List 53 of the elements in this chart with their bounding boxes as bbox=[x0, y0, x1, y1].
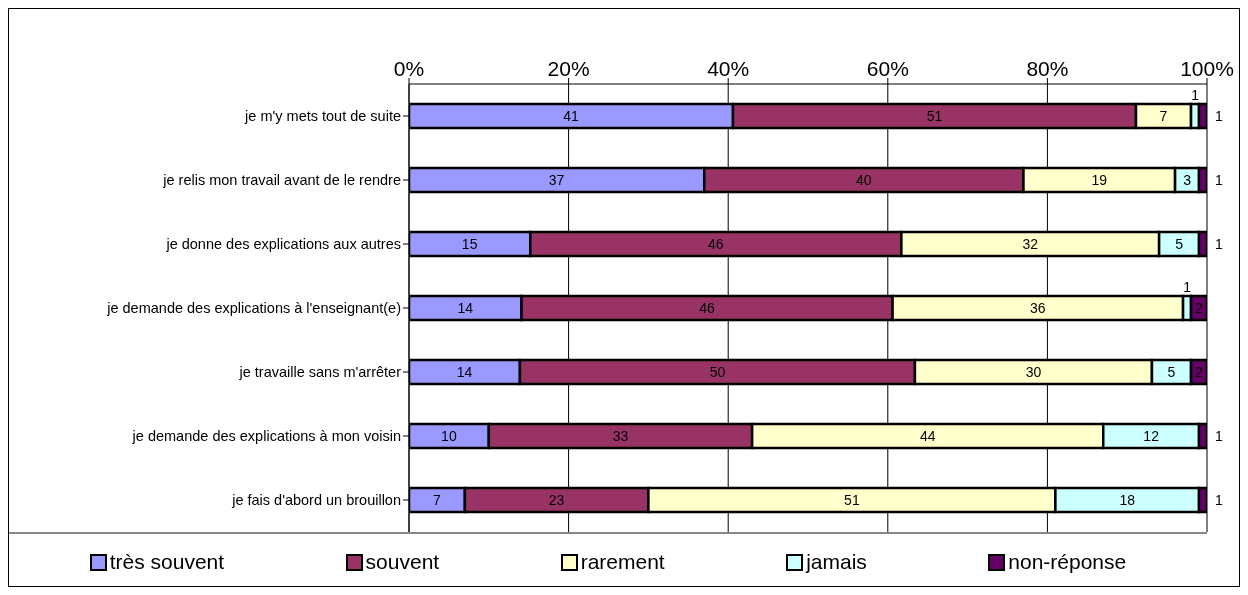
y-tick-label: je relis mon travail avant de le rendre bbox=[162, 172, 401, 189]
data-label: 1 bbox=[1215, 107, 1223, 124]
data-label: 10 bbox=[441, 427, 457, 444]
data-label: 51 bbox=[844, 491, 860, 508]
x-tick-label: 100% bbox=[1180, 57, 1234, 80]
legend-label: très souvent bbox=[108, 550, 225, 574]
data-label: 1 bbox=[1183, 278, 1192, 295]
data-label: 3 bbox=[1183, 171, 1192, 188]
data-label: 40 bbox=[856, 171, 872, 188]
data-label: 41 bbox=[563, 107, 579, 124]
x-tick-label: 80% bbox=[1026, 57, 1069, 80]
x-tick-label: 40% bbox=[707, 57, 750, 80]
data-label: 36 bbox=[1030, 299, 1046, 316]
data-label: 1 bbox=[1215, 235, 1223, 252]
data-label: 37 bbox=[548, 171, 565, 188]
legend-label: non-réponse bbox=[1007, 550, 1127, 574]
x-tick-label: 20% bbox=[547, 57, 590, 80]
data-label: 1 bbox=[1215, 427, 1223, 444]
data-label: 18 bbox=[1119, 491, 1136, 508]
data-label: 30 bbox=[1025, 363, 1042, 380]
legend-label: souvent bbox=[364, 550, 440, 574]
data-label: 15 bbox=[461, 235, 478, 252]
data-label: 51 bbox=[926, 107, 943, 124]
y-tick-label: je demande des explications à mon voisin bbox=[131, 428, 401, 445]
y-tick-label: je travaille sans m'arrêter bbox=[238, 364, 402, 381]
legend-label: jamais bbox=[804, 550, 867, 574]
data-label: 46 bbox=[699, 299, 716, 316]
data-label: 50 bbox=[709, 363, 726, 380]
data-label: 1 bbox=[1215, 171, 1223, 188]
data-label: 14 bbox=[457, 299, 474, 316]
data-label: 5 bbox=[1175, 235, 1184, 252]
y-tick-label: je fais d'abord un brouillon bbox=[231, 492, 401, 509]
data-label: 5 bbox=[1167, 363, 1176, 380]
y-tick-label: je m'y mets tout de suite bbox=[244, 108, 401, 125]
data-label: 14 bbox=[456, 363, 473, 380]
data-label: 19 bbox=[1091, 171, 1108, 188]
data-label: 12 bbox=[1143, 427, 1160, 444]
data-label: 44 bbox=[919, 427, 936, 444]
x-tick-label: 0% bbox=[393, 57, 425, 80]
data-label: 2 bbox=[1195, 299, 1204, 316]
data-label: 7 bbox=[1159, 107, 1168, 124]
data-label: 32 bbox=[1022, 235, 1039, 252]
legend-label: rarement bbox=[579, 550, 665, 574]
data-label: 2 bbox=[1195, 363, 1204, 380]
data-label: 1 bbox=[1191, 86, 1200, 103]
x-tick-label: 60% bbox=[866, 57, 909, 80]
data-label: 1 bbox=[1215, 491, 1223, 508]
data-label: 33 bbox=[612, 427, 629, 444]
data-label: 46 bbox=[708, 235, 724, 252]
data-label: 7 bbox=[433, 491, 442, 508]
y-tick-label: je demande des explications à l'enseignant(e) bbox=[106, 300, 401, 317]
data-label: 23 bbox=[548, 491, 565, 508]
y-tick-label: je donne des explications aux autres bbox=[165, 236, 401, 253]
